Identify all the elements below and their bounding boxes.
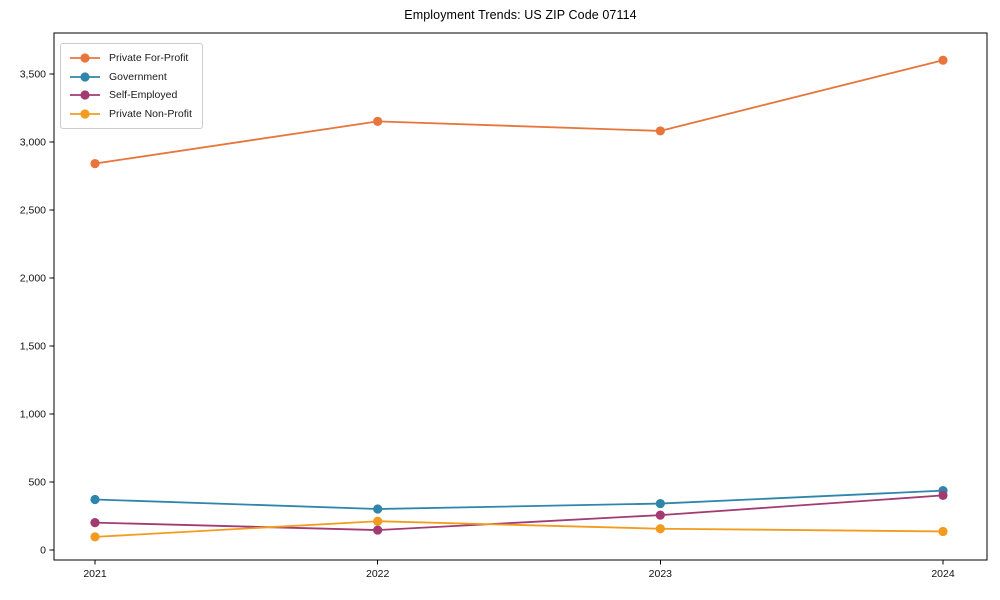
data-point-marker — [938, 526, 948, 537]
legend-line-marker-icon — [70, 53, 100, 63]
legend-label: Private Non-Profit — [109, 107, 192, 120]
legend-label: Private For-Profit — [109, 52, 189, 65]
x-tick-label: 2021 — [83, 568, 107, 580]
data-point-marker — [373, 116, 383, 126]
data-point-marker — [90, 518, 100, 528]
series-line-self-employed — [94, 494, 944, 531]
y-tick-label: 3,000 — [20, 136, 46, 148]
data-point-marker — [373, 516, 383, 526]
chart-legend: Private For-Profit Government Self-Employe… — [60, 43, 203, 129]
series-line-private-non-profit — [94, 520, 944, 538]
legend-line-marker-icon — [70, 90, 100, 100]
y-tick-label: 2,000 — [20, 272, 46, 284]
data-point-marker — [373, 525, 383, 535]
data-point-marker — [655, 498, 665, 509]
x-tick-label: 2023 — [649, 568, 673, 580]
legend-item-government: Government — [68, 68, 194, 87]
data-point-marker — [938, 55, 948, 65]
plot-frame — [53, 32, 988, 561]
chart-title: Employment Trends: US ZIP Code 07114 — [404, 8, 637, 22]
data-point-marker — [90, 494, 100, 505]
y-tick-label: 3,500 — [20, 68, 46, 80]
y-tick-label: 1,000 — [20, 408, 46, 420]
series-line-private-for-profit — [94, 59, 944, 165]
legend-line-marker-icon — [70, 109, 100, 119]
legend-label: Government — [109, 70, 167, 83]
legend-label: Self-Employed — [109, 89, 178, 102]
x-tick-label: 2024 — [931, 568, 955, 580]
data-point-marker — [90, 158, 100, 169]
legend-item-private-for-profit: Private For-Profit — [68, 49, 194, 68]
data-point-marker — [655, 524, 665, 534]
y-tick-label: 0 — [40, 544, 46, 556]
x-tick-label: 2022 — [366, 568, 390, 580]
y-tick-label: 500 — [28, 476, 46, 488]
data-point-marker — [938, 490, 948, 500]
y-tick-label: 2,500 — [20, 204, 46, 216]
y-tick-label: 1,500 — [20, 340, 46, 352]
data-point-marker — [655, 510, 665, 520]
data-point-marker — [655, 126, 665, 136]
legend-item-self-employed: Self-Employed — [68, 86, 194, 105]
legend-line-marker-icon — [70, 72, 100, 82]
data-point-marker — [90, 532, 100, 542]
data-point-marker — [373, 504, 383, 514]
legend-item-private-non-profit: Private Non-Profit — [68, 105, 194, 124]
series-line-government — [94, 489, 944, 510]
